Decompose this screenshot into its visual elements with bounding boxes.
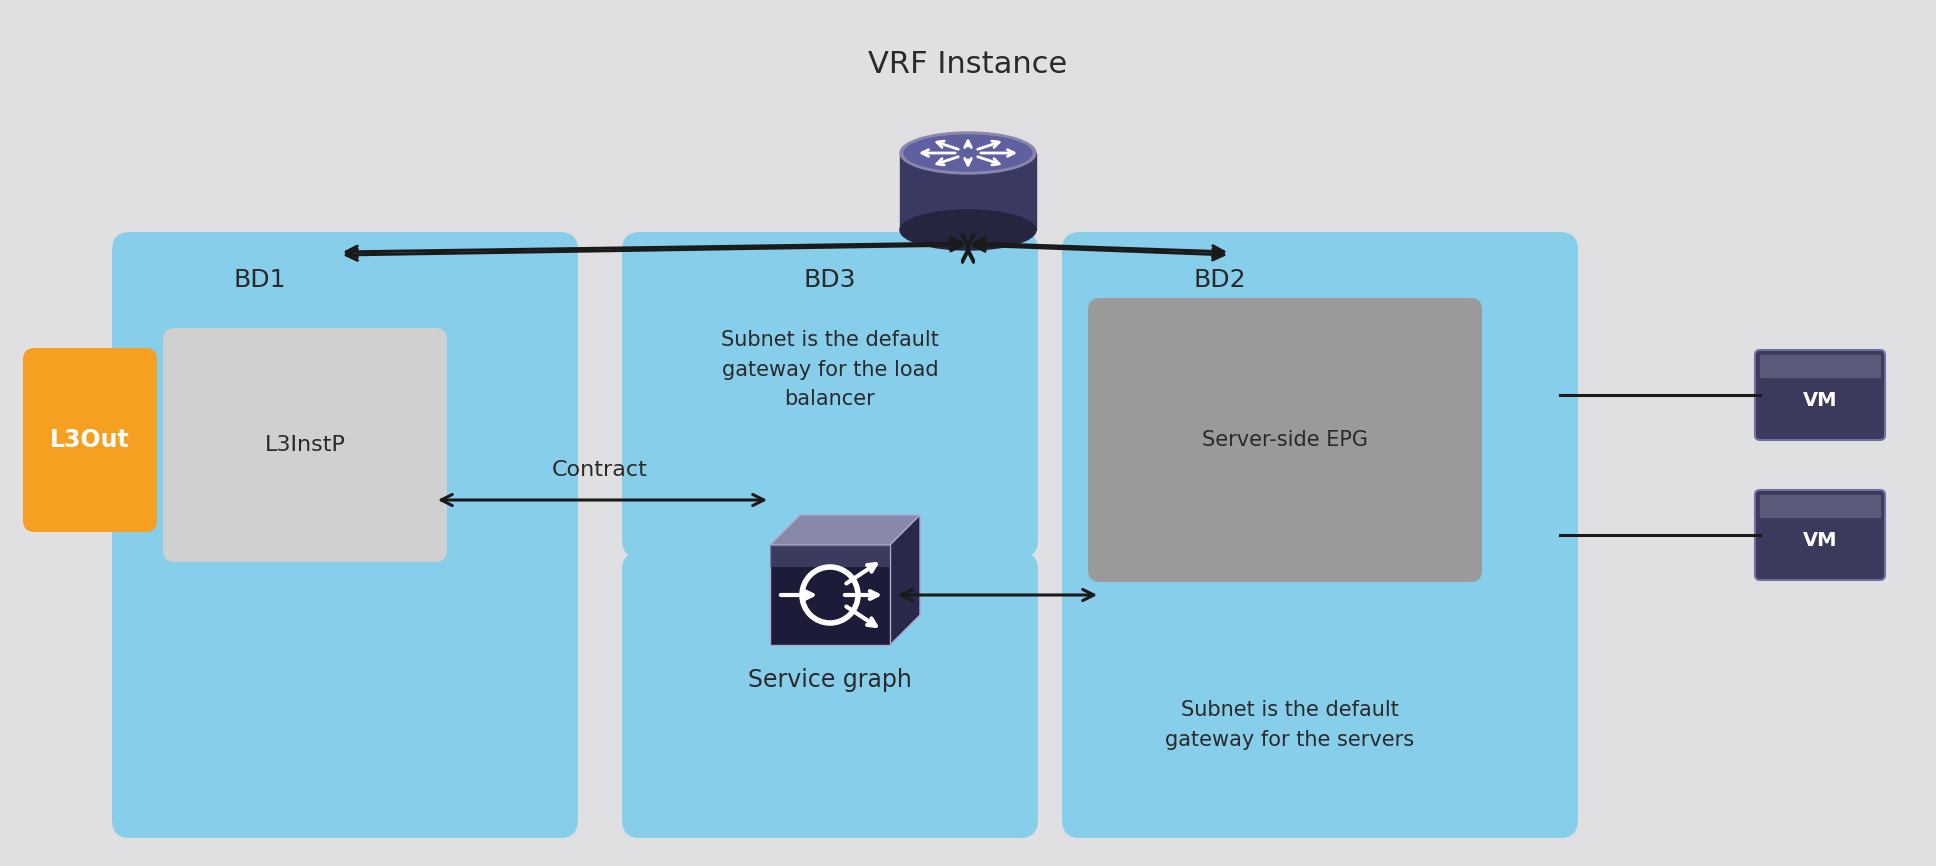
Text: VM: VM	[1802, 391, 1837, 410]
FancyBboxPatch shape	[621, 552, 1038, 838]
Text: Contract: Contract	[552, 460, 649, 480]
Polygon shape	[771, 545, 891, 645]
Text: Subnet is the default
gateway for the servers: Subnet is the default gateway for the se…	[1165, 700, 1415, 750]
Text: VRF Instance: VRF Instance	[869, 50, 1067, 79]
FancyBboxPatch shape	[1063, 232, 1578, 838]
FancyBboxPatch shape	[112, 232, 579, 838]
Polygon shape	[1760, 355, 1880, 377]
Ellipse shape	[904, 135, 1032, 171]
FancyBboxPatch shape	[621, 232, 1038, 558]
FancyBboxPatch shape	[1756, 350, 1886, 440]
FancyBboxPatch shape	[163, 328, 447, 562]
Polygon shape	[771, 545, 891, 567]
Text: L3InstP: L3InstP	[265, 435, 345, 455]
Text: BD2: BD2	[1195, 268, 1247, 292]
Ellipse shape	[900, 210, 1036, 250]
Text: L3Out: L3Out	[50, 428, 130, 452]
Text: VM: VM	[1802, 532, 1837, 551]
FancyBboxPatch shape	[1756, 490, 1886, 580]
Polygon shape	[1760, 495, 1880, 517]
Text: BD3: BD3	[803, 268, 856, 292]
Ellipse shape	[900, 132, 1036, 174]
Polygon shape	[771, 515, 920, 545]
FancyBboxPatch shape	[23, 348, 157, 532]
Polygon shape	[891, 515, 920, 645]
Text: Service graph: Service graph	[747, 668, 912, 692]
Text: BD1: BD1	[234, 268, 287, 292]
Polygon shape	[900, 153, 1036, 230]
FancyBboxPatch shape	[1088, 298, 1481, 582]
Text: Subnet is the default
gateway for the load
balancer: Subnet is the default gateway for the lo…	[720, 330, 939, 410]
Text: Server-side EPG: Server-side EPG	[1202, 430, 1369, 450]
FancyBboxPatch shape	[10, 10, 1926, 856]
